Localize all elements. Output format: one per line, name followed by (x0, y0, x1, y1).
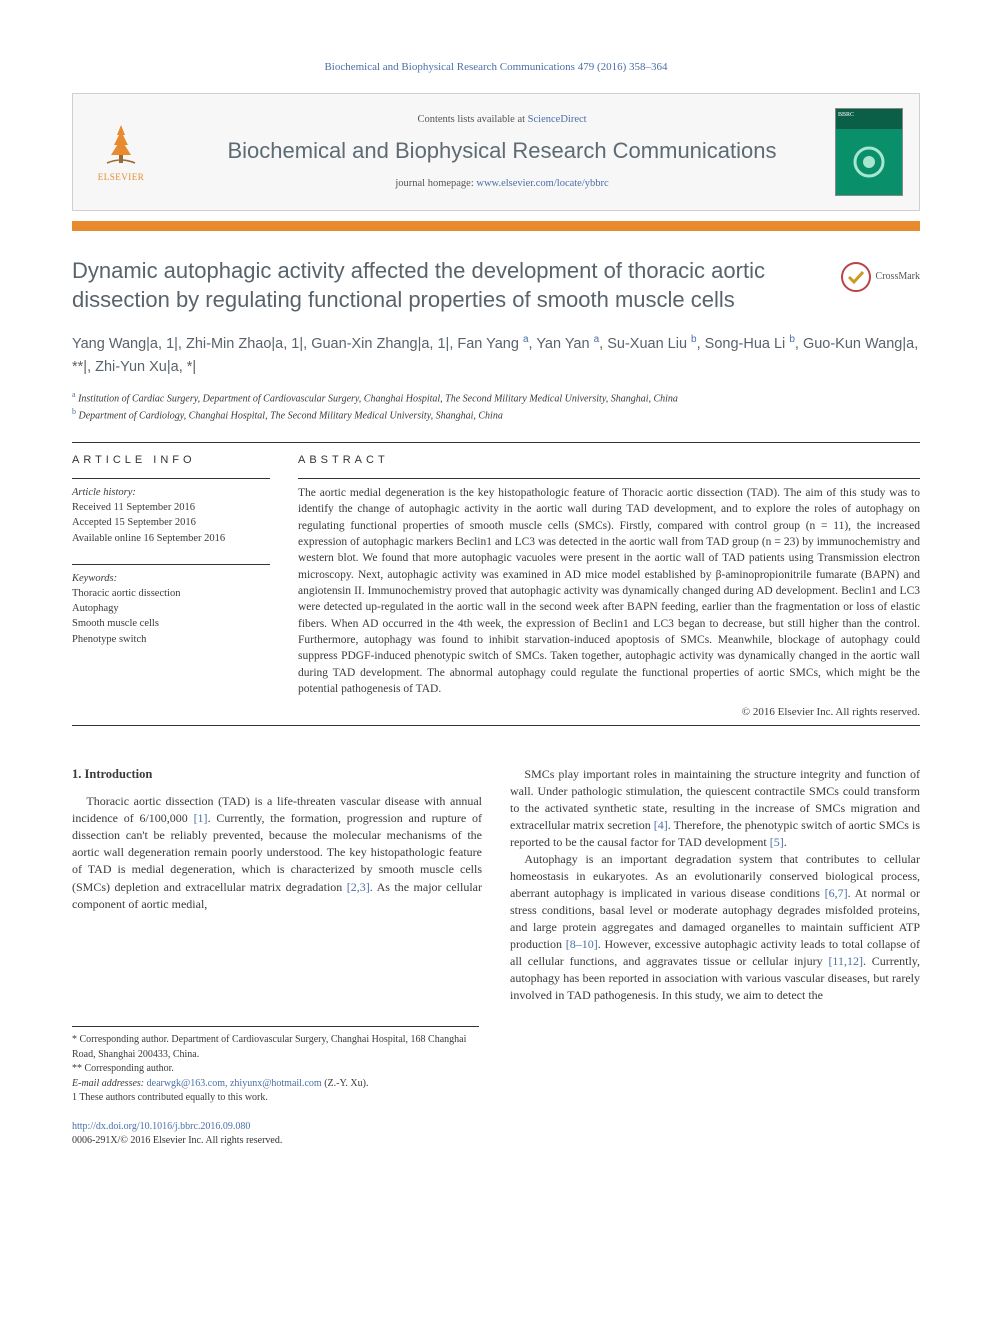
journal-cover-thumb: BBRC (835, 108, 903, 196)
article-info-heading: ARTICLE INFO (72, 453, 270, 468)
cover-label: BBRC (836, 109, 902, 129)
footnotes: * Corresponding author. Department of Ca… (72, 1026, 479, 1106)
homepage-link[interactable]: www.elsevier.com/locate/ybbrc (476, 178, 608, 189)
history-line: Available online 16 September 2016 (72, 531, 270, 546)
crossmark-icon (840, 261, 872, 293)
email-tail: (Z.-Y. Xu). (322, 1078, 369, 1089)
sciencedirect-link[interactable]: ScienceDirect (528, 114, 587, 125)
body-columns: 1. Introduction Thoracic aortic dissecti… (72, 766, 920, 1004)
history-label: Article history: (72, 485, 270, 500)
email-label: E-mail addresses: (72, 1078, 147, 1089)
history-line: Accepted 15 September 2016 (72, 515, 270, 530)
keywords-label: Keywords: (72, 571, 270, 586)
keyword: Phenotype switch (72, 632, 270, 647)
keyword: Thoracic aortic dissection (72, 586, 270, 601)
elsevier-logo: ELSEVIER (89, 116, 153, 188)
intro-paragraph-right-2: Autophagy is an important degradation sy… (510, 851, 920, 1004)
tree-icon (97, 121, 145, 169)
keywords-block: Keywords: Thoracic aortic dissectionAuto… (72, 564, 270, 647)
citation-ref[interactable]: [2,3] (347, 880, 370, 894)
corresponding-note-1: * Corresponding author. Department of Ca… (72, 1033, 479, 1062)
citation-ref[interactable]: [8–10] (566, 937, 598, 951)
publisher-label: ELSEVIER (98, 171, 145, 184)
abstract-text: The aortic medial degeneration is the ke… (298, 478, 920, 697)
section-heading-intro: 1. Introduction (72, 766, 482, 784)
issn-line: 0006-291X/© 2016 Elsevier Inc. All right… (72, 1134, 920, 1148)
citation-ref[interactable]: [4] (654, 818, 668, 832)
accent-bar (72, 221, 920, 231)
corresponding-note-2: ** Corresponding author. (72, 1062, 479, 1077)
intro-paragraph-right-1: SMCs play important roles in maintaining… (510, 766, 920, 851)
footer-meta: http://dx.doi.org/10.1016/j.bbrc.2016.09… (72, 1120, 920, 1148)
citation-ref[interactable]: [11,12] (828, 954, 863, 968)
divider (72, 442, 920, 443)
authors-line: Yang Wang|a, 1|, Zhi-Min Zhao|a, 1|, Gua… (72, 332, 920, 379)
journal-name: Biochemical and Biophysical Research Com… (169, 136, 835, 167)
doi-link[interactable]: http://dx.doi.org/10.1016/j.bbrc.2016.09… (72, 1120, 920, 1134)
homepage-line: journal homepage: www.elsevier.com/locat… (169, 177, 835, 192)
intro-paragraph-left: Thoracic aortic dissection (TAD) is a li… (72, 793, 482, 912)
article-history-block: Article history: Received 11 September 2… (72, 478, 270, 546)
keyword: Autophagy (72, 601, 270, 616)
journal-header-box: ELSEVIER Contents lists available at Sci… (72, 93, 920, 211)
keyword: Smooth muscle cells (72, 616, 270, 631)
citation-ref[interactable]: [6,7] (825, 886, 848, 900)
citation-ref[interactable]: [1] (194, 811, 208, 825)
history-line: Received 11 September 2016 (72, 500, 270, 515)
affiliations: a Institution of Cardiac Surgery, Depart… (72, 389, 920, 424)
citation-ref[interactable]: [5] (770, 835, 784, 849)
crossmark-badge[interactable]: CrossMark (840, 261, 920, 293)
abstract-copyright: © 2016 Elsevier Inc. All rights reserved… (298, 705, 920, 720)
article-title: Dynamic autophagic activity affected the… (72, 257, 920, 313)
divider (72, 725, 920, 726)
homepage-prefix: journal homepage: (395, 178, 476, 189)
email-addresses[interactable]: dearwgk@163.com, zhiyunx@hotmail.com (147, 1078, 322, 1089)
email-line: E-mail addresses: dearwgk@163.com, zhiyu… (72, 1077, 479, 1092)
equal-contribution-note: 1 These authors contributed equally to t… (72, 1091, 479, 1106)
crossmark-label: CrossMark (876, 270, 920, 284)
contents-line: Contents lists available at ScienceDirec… (169, 113, 835, 128)
contents-prefix: Contents lists available at (417, 114, 527, 125)
header-citation: Biochemical and Biophysical Research Com… (72, 60, 920, 75)
abstract-heading: ABSTRACT (298, 453, 920, 468)
